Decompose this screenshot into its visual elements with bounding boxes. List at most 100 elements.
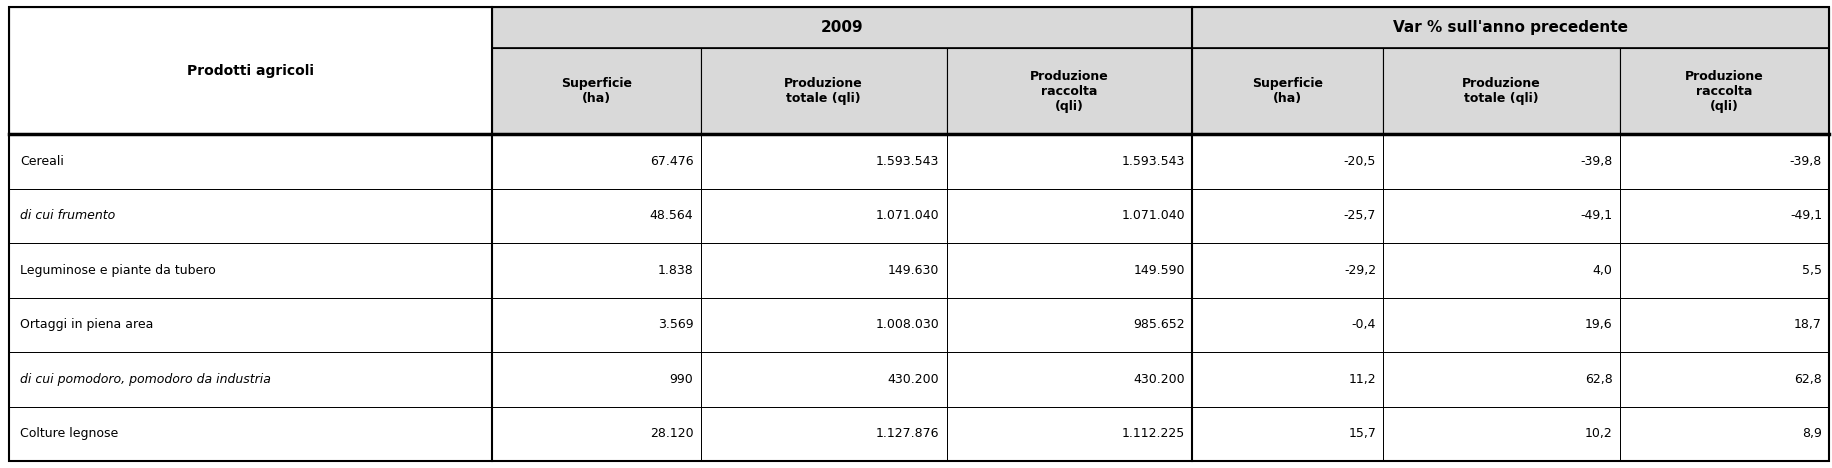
Text: -25,7: -25,7 — [1343, 209, 1376, 222]
Text: -0,4: -0,4 — [1350, 318, 1376, 331]
Text: 2009: 2009 — [821, 20, 863, 35]
Text: 1.071.040: 1.071.040 — [876, 209, 938, 222]
Bar — [9, 7, 491, 134]
Text: 18,7: 18,7 — [1794, 318, 1821, 331]
Bar — [1191, 298, 1383, 352]
Bar — [945, 407, 1191, 461]
Text: 62,8: 62,8 — [1794, 373, 1821, 386]
Bar — [945, 189, 1191, 243]
Text: 11,2: 11,2 — [1348, 373, 1376, 386]
Text: 149.630: 149.630 — [887, 264, 938, 277]
Bar — [945, 352, 1191, 407]
Bar — [1619, 134, 1828, 189]
Text: -39,8: -39,8 — [1579, 155, 1612, 168]
Bar — [1191, 7, 1828, 48]
Bar — [700, 298, 945, 352]
Text: 149.590: 149.590 — [1132, 264, 1183, 277]
Bar — [1191, 407, 1383, 461]
Bar — [945, 243, 1191, 298]
Text: Superficie
(ha): Superficie (ha) — [1251, 77, 1323, 105]
Text: 10,2: 10,2 — [1585, 427, 1612, 440]
Text: 1.112.225: 1.112.225 — [1121, 427, 1183, 440]
Bar — [1191, 48, 1383, 134]
Text: Superficie
(ha): Superficie (ha) — [561, 77, 632, 105]
Text: 430.200: 430.200 — [887, 373, 938, 386]
Text: Prodotti agricoli: Prodotti agricoli — [187, 64, 313, 78]
Bar — [945, 134, 1191, 189]
Text: -49,1: -49,1 — [1788, 209, 1821, 222]
Bar — [1383, 298, 1619, 352]
Bar — [1383, 407, 1619, 461]
Bar — [491, 407, 700, 461]
Text: 8,9: 8,9 — [1801, 427, 1821, 440]
Bar — [9, 189, 491, 243]
Text: Produzione
totale (qli): Produzione totale (qli) — [1462, 77, 1541, 105]
Text: -20,5: -20,5 — [1343, 155, 1376, 168]
Text: di cui pomodoro, pomodoro da industria: di cui pomodoro, pomodoro da industria — [20, 373, 271, 386]
Bar — [9, 352, 491, 407]
Bar — [1619, 189, 1828, 243]
Bar — [491, 7, 1191, 48]
Text: 19,6: 19,6 — [1585, 318, 1612, 331]
Bar — [1619, 48, 1828, 134]
Bar — [9, 407, 491, 461]
Bar — [945, 298, 1191, 352]
Bar — [700, 352, 945, 407]
Text: -49,1: -49,1 — [1579, 209, 1612, 222]
Text: -29,2: -29,2 — [1343, 264, 1376, 277]
Bar — [9, 134, 491, 189]
Text: di cui frumento: di cui frumento — [20, 209, 115, 222]
Bar — [9, 243, 491, 298]
Bar — [491, 189, 700, 243]
Text: 4,0: 4,0 — [1592, 264, 1612, 277]
Bar — [491, 48, 700, 134]
Bar — [700, 134, 945, 189]
Text: Produzione
raccolta
(qli): Produzione raccolta (qli) — [1684, 70, 1762, 112]
Bar — [1383, 48, 1619, 134]
Text: 990: 990 — [669, 373, 692, 386]
Text: Cereali: Cereali — [20, 155, 64, 168]
Text: 985.652: 985.652 — [1132, 318, 1183, 331]
Text: 430.200: 430.200 — [1132, 373, 1183, 386]
Bar — [491, 298, 700, 352]
Text: Produzione
raccolta
(qli): Produzione raccolta (qli) — [1030, 70, 1108, 112]
Text: -39,8: -39,8 — [1788, 155, 1821, 168]
Text: 1.008.030: 1.008.030 — [876, 318, 938, 331]
Text: 48.564: 48.564 — [650, 209, 692, 222]
Bar — [1191, 352, 1383, 407]
Bar — [1383, 189, 1619, 243]
Bar — [1383, 134, 1619, 189]
Text: 15,7: 15,7 — [1348, 427, 1376, 440]
Text: 1.593.543: 1.593.543 — [1121, 155, 1183, 168]
Bar — [700, 243, 945, 298]
Bar — [700, 48, 945, 134]
Bar — [491, 243, 700, 298]
Text: 1.071.040: 1.071.040 — [1121, 209, 1183, 222]
Bar — [700, 407, 945, 461]
Text: Var % sull'anno precedente: Var % sull'anno precedente — [1392, 20, 1627, 35]
Bar — [1383, 352, 1619, 407]
Text: Produzione
totale (qli): Produzione totale (qli) — [784, 77, 863, 105]
Bar — [1191, 134, 1383, 189]
Bar — [1191, 189, 1383, 243]
Bar — [945, 48, 1191, 134]
Text: 1.838: 1.838 — [658, 264, 692, 277]
Bar — [1619, 243, 1828, 298]
Bar — [1619, 352, 1828, 407]
Text: 28.120: 28.120 — [650, 427, 692, 440]
Bar — [700, 189, 945, 243]
Bar — [491, 352, 700, 407]
Text: 1.127.876: 1.127.876 — [876, 427, 938, 440]
Text: Colture legnose: Colture legnose — [20, 427, 119, 440]
Text: 67.476: 67.476 — [650, 155, 692, 168]
Text: 62,8: 62,8 — [1585, 373, 1612, 386]
Bar — [491, 134, 700, 189]
Bar — [1383, 243, 1619, 298]
Bar — [1619, 407, 1828, 461]
Text: Leguminose e piante da tubero: Leguminose e piante da tubero — [20, 264, 216, 277]
Text: 5,5: 5,5 — [1801, 264, 1821, 277]
Text: 3.569: 3.569 — [658, 318, 692, 331]
Bar — [1191, 243, 1383, 298]
Text: Ortaggi in piena area: Ortaggi in piena area — [20, 318, 154, 331]
Bar — [9, 298, 491, 352]
